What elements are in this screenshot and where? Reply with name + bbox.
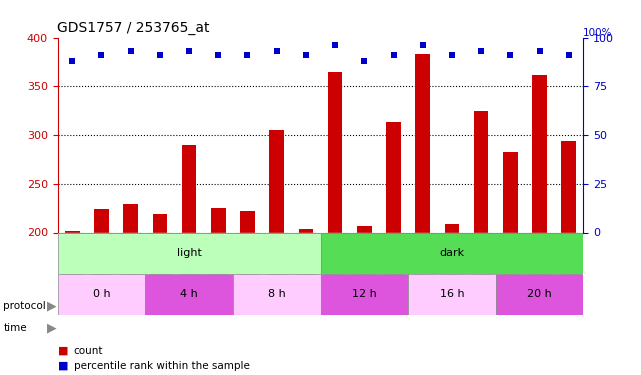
Text: protocol: protocol <box>3 301 46 310</box>
Point <box>476 48 487 54</box>
Bar <box>146 274 233 315</box>
Bar <box>328 72 342 232</box>
Text: 12 h: 12 h <box>352 290 377 299</box>
Bar <box>408 274 495 315</box>
Bar <box>445 224 459 232</box>
Bar <box>240 211 255 232</box>
Text: 100%: 100% <box>583 27 613 38</box>
Point <box>447 52 457 58</box>
Bar <box>65 231 79 232</box>
Point <box>272 48 282 54</box>
Point <box>505 52 515 58</box>
Bar <box>124 204 138 232</box>
Bar <box>320 274 408 315</box>
Text: percentile rank within the sample: percentile rank within the sample <box>74 361 249 370</box>
Point <box>301 52 311 58</box>
Bar <box>495 274 583 315</box>
Bar <box>94 209 109 232</box>
Bar <box>211 208 226 232</box>
Point <box>96 52 106 58</box>
Text: time: time <box>3 323 27 333</box>
Text: GDS1757 / 253765_at: GDS1757 / 253765_at <box>57 21 210 35</box>
Bar <box>415 54 430 232</box>
Bar <box>58 274 146 315</box>
Point <box>126 48 136 54</box>
Text: ■: ■ <box>58 346 68 355</box>
Point <box>67 58 78 64</box>
Text: ■: ■ <box>58 361 68 370</box>
Bar <box>320 232 583 274</box>
Point <box>213 52 224 58</box>
Point <box>184 48 194 54</box>
Bar <box>233 274 320 315</box>
Text: count: count <box>74 346 103 355</box>
Text: light: light <box>177 248 201 258</box>
Text: 8 h: 8 h <box>268 290 286 299</box>
Bar <box>387 122 401 232</box>
Bar <box>58 232 320 274</box>
Text: ▶: ▶ <box>47 322 56 334</box>
Text: ▶: ▶ <box>47 299 56 312</box>
Point <box>359 58 369 64</box>
Text: 4 h: 4 h <box>180 290 198 299</box>
Bar <box>503 152 518 232</box>
Point <box>563 52 574 58</box>
Text: dark: dark <box>439 248 465 258</box>
Bar <box>153 214 167 232</box>
Bar <box>357 226 372 232</box>
Bar <box>299 229 313 232</box>
Bar <box>474 111 488 232</box>
Bar <box>532 75 547 232</box>
Point <box>417 42 428 48</box>
Text: 16 h: 16 h <box>440 290 464 299</box>
Point <box>154 52 165 58</box>
Bar <box>562 141 576 232</box>
Text: 0 h: 0 h <box>93 290 110 299</box>
Bar <box>182 145 196 232</box>
Point <box>330 42 340 48</box>
Bar <box>269 130 284 232</box>
Text: 20 h: 20 h <box>527 290 552 299</box>
Point <box>388 52 399 58</box>
Point <box>535 48 545 54</box>
Point <box>242 52 253 58</box>
